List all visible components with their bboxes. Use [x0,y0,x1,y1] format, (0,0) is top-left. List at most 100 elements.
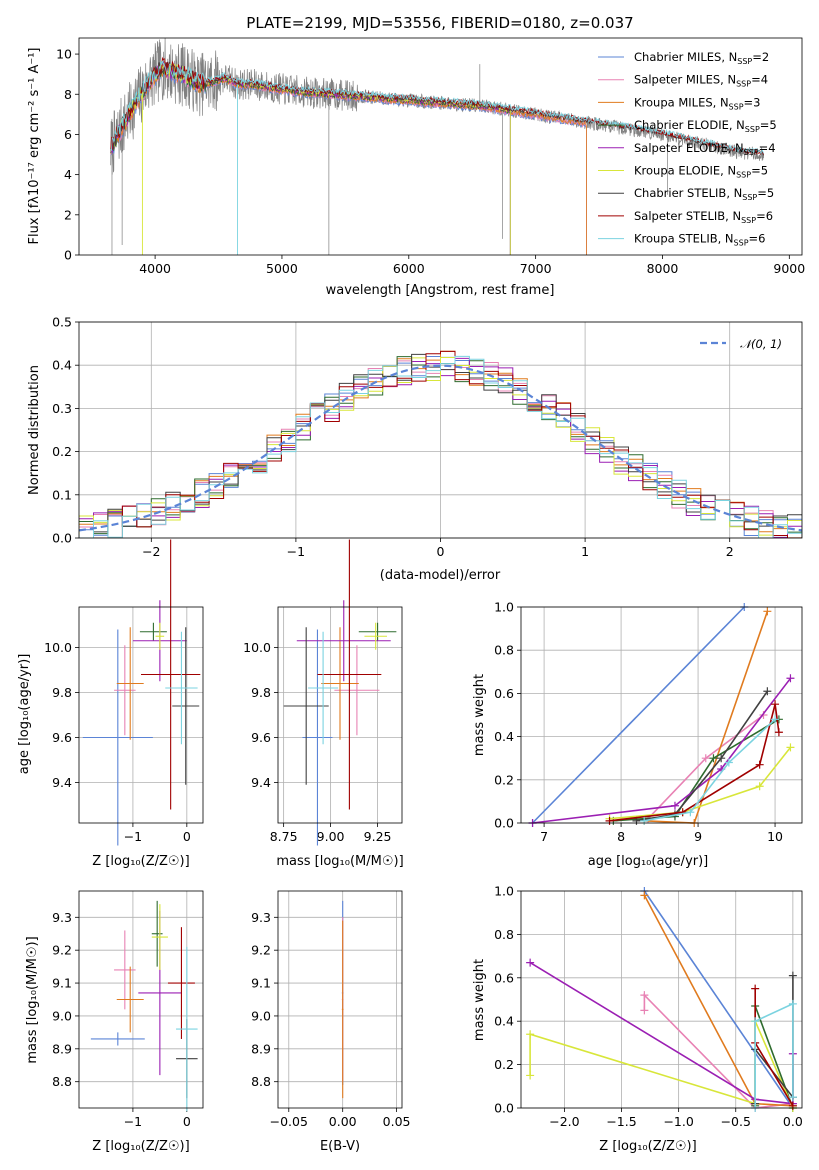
axes-frame [520,890,803,1109]
residuals-xlabel: (data-model)/error [380,568,501,583]
mass-vs-z-panel: −1 0 8.8 8.9 9.0 9.1 9.2 9.3 [52,890,204,1129]
weight-marker [686,808,695,817]
data-point [321,627,359,740]
weight-marker [771,715,780,724]
axes-frame [277,890,403,1109]
y-tick-label: 0.6 [494,686,514,701]
y-tick-label: 0.8 [494,927,514,942]
y-tick-label: 0.5 [52,315,72,330]
weight-marker [755,760,764,769]
y-tick-label: 9.1 [52,976,72,991]
x-tick-label: 9 [694,829,702,844]
x-tick-label: 9.00 [317,829,345,844]
weight-line [754,1002,794,1108]
weight-marker [788,1101,797,1110]
y-tick-label: 0.2 [494,772,514,787]
data-point [116,627,144,740]
legend-label: Kroupa MILES, NSSP=3 [634,95,760,111]
weight-marker [640,816,649,825]
residual-histogram [79,355,802,538]
data-point [364,622,387,650]
x-tick-label: 8.75 [270,829,298,844]
spectrum-panel: 4000 5000 6000 7000 8000 9000 0 2 4 6 8 10 Chabrier … [56,37,805,276]
y-tick-label: 9.2 [52,943,72,958]
y-tick-label: 10 [56,47,72,62]
y-tick-label: 4 [64,167,72,182]
y-tick-label: 9.4 [251,775,271,790]
weight-marker [788,971,797,980]
age-vs-mass-xlabel: mass [log₁₀(M/M☉)] [276,854,403,869]
x-tick-label: 10 [767,829,783,844]
y-tick-label: 0.1 [52,487,72,502]
weight-marker [678,808,687,817]
weight-marker [763,687,772,696]
y-tick-label: 0.0 [494,816,514,831]
y-tick-label: 9.0 [52,1008,72,1023]
y-tick-label: 9.8 [52,685,72,700]
x-tick-label: −0.5 [721,1114,751,1129]
y-tick-label: 1.0 [494,600,514,615]
y-tick-label: 9.6 [251,730,271,745]
data-point [139,622,167,641]
data-point [176,946,198,1112]
weight-line [609,746,792,820]
data-point [317,539,382,810]
x-tick-label: −1.0 [663,1114,693,1129]
weight-marker [724,758,733,767]
x-tick-label: 9000 [773,261,805,276]
weight-marker [605,816,614,825]
y-tick-label: 9.0 [251,1008,271,1023]
y-tick-label: 9.2 [251,943,271,958]
x-tick-label: 0.05 [383,1114,411,1129]
residuals-panel: −2 −1 0 1 2 0.0 0.1 0.2 0.3 0.4 0.5 𝒩(0, 1) [52,315,803,559]
legend-label: Kroupa STELIB, NSSP=6 [634,232,765,248]
spectrum-title: PLATE=2199, MJD=53556, FIBERID=0180, z=0… [246,14,633,32]
x-tick-label: 6000 [393,261,425,276]
x-tick-label: −0.05 [270,1114,308,1129]
y-tick-label: 6 [64,127,72,142]
weight-marker [786,674,795,683]
axes-frame [78,606,204,824]
data-point [341,920,344,1099]
data-point [116,966,144,1033]
weight-line [531,606,745,824]
data-point [114,930,136,1010]
weight-line [647,714,764,820]
data-point [358,622,397,641]
mass-vs-z-xlabel: Z [log₁₀(Z/Z☉)] [92,1139,189,1154]
x-tick-label: 0 [437,544,445,559]
y-tick-label: 8.8 [251,1074,271,1089]
weight-marker [640,1006,649,1015]
weight-marker [640,891,649,900]
x-tick-label: 1 [581,544,589,559]
normal-curve [79,364,802,532]
age-vs-z-panel: −1 0 9.4 9.6 9.8 10.0 [44,539,204,846]
y-tick-label: 8 [64,87,72,102]
data-point [308,631,339,745]
weight-marker [640,991,649,1000]
data-point [302,629,333,846]
weight-marker [751,1017,760,1026]
axes-frame [277,606,403,824]
data-point [155,622,165,650]
y-tick-label: 0.3 [52,401,72,416]
weight-vs-age-ylabel: mass weight [472,674,487,756]
weight-marker [717,754,726,763]
data-point [90,1032,145,1046]
axes-frame [78,321,803,539]
weight-marker [788,999,797,1008]
x-tick-label: 9.25 [364,829,392,844]
spectrum-legend: Chabrier MILES, NSSP=2 Salpeter MILES, NS… [598,50,777,248]
x-tick-label: 8 [617,829,625,844]
x-tick-label: 0.00 [329,1114,357,1129]
x-tick-label: 2 [726,544,734,559]
legend-label: Kroupa ELODIE, NSSP=5 [634,164,768,180]
weight-line [636,690,769,822]
x-tick-label: 7 [540,829,548,844]
weight-marker [670,801,679,810]
y-tick-label: 0.4 [494,729,514,744]
x-tick-label: −2 [142,544,160,559]
data-point [151,904,168,970]
observed-spectrum [110,38,765,175]
